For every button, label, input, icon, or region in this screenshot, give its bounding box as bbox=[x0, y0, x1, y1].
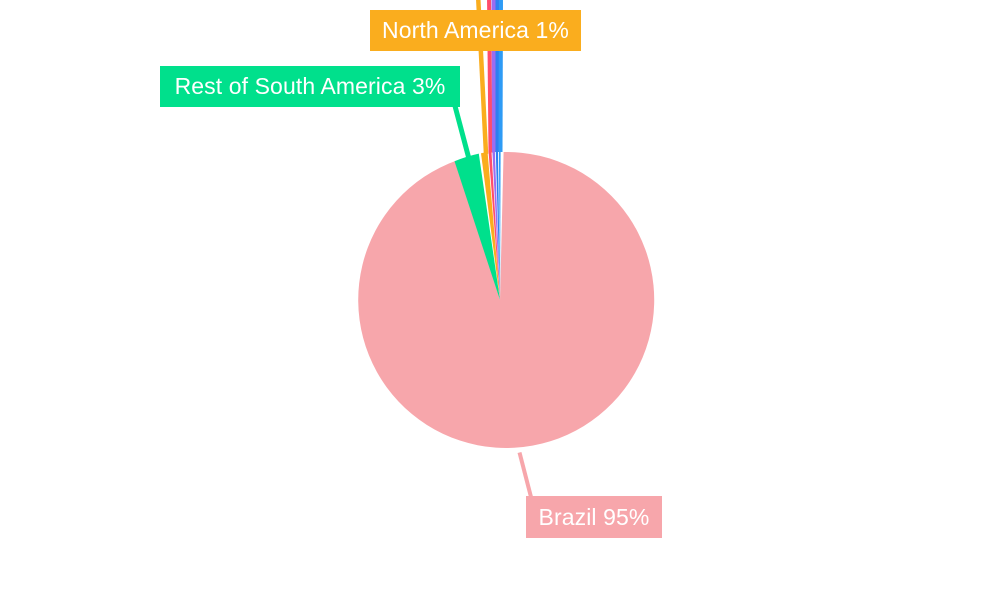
pie-slices bbox=[358, 151, 655, 448]
pie-label-brazil[interactable]: Brazil 95% bbox=[526, 496, 662, 538]
pie-label-rest-of-south-america[interactable]: Rest of South America 3% bbox=[160, 66, 460, 107]
leader-line-brazil bbox=[517, 451, 533, 498]
pie-slice-brazil[interactable] bbox=[358, 151, 655, 448]
pie-slice-7[interactable] bbox=[498, 151, 501, 300]
pie-slice-north-america[interactable] bbox=[481, 152, 500, 300]
pie-slice-5[interactable] bbox=[492, 151, 500, 300]
pie-slice-rest-of-south-america[interactable] bbox=[454, 153, 501, 300]
leader-line-rest-of-south-america bbox=[452, 105, 471, 158]
pie-slice-6[interactable] bbox=[495, 151, 500, 301]
pie-label-north-america[interactable]: North America 1% bbox=[370, 10, 581, 51]
pie-slice-4[interactable] bbox=[488, 151, 500, 300]
